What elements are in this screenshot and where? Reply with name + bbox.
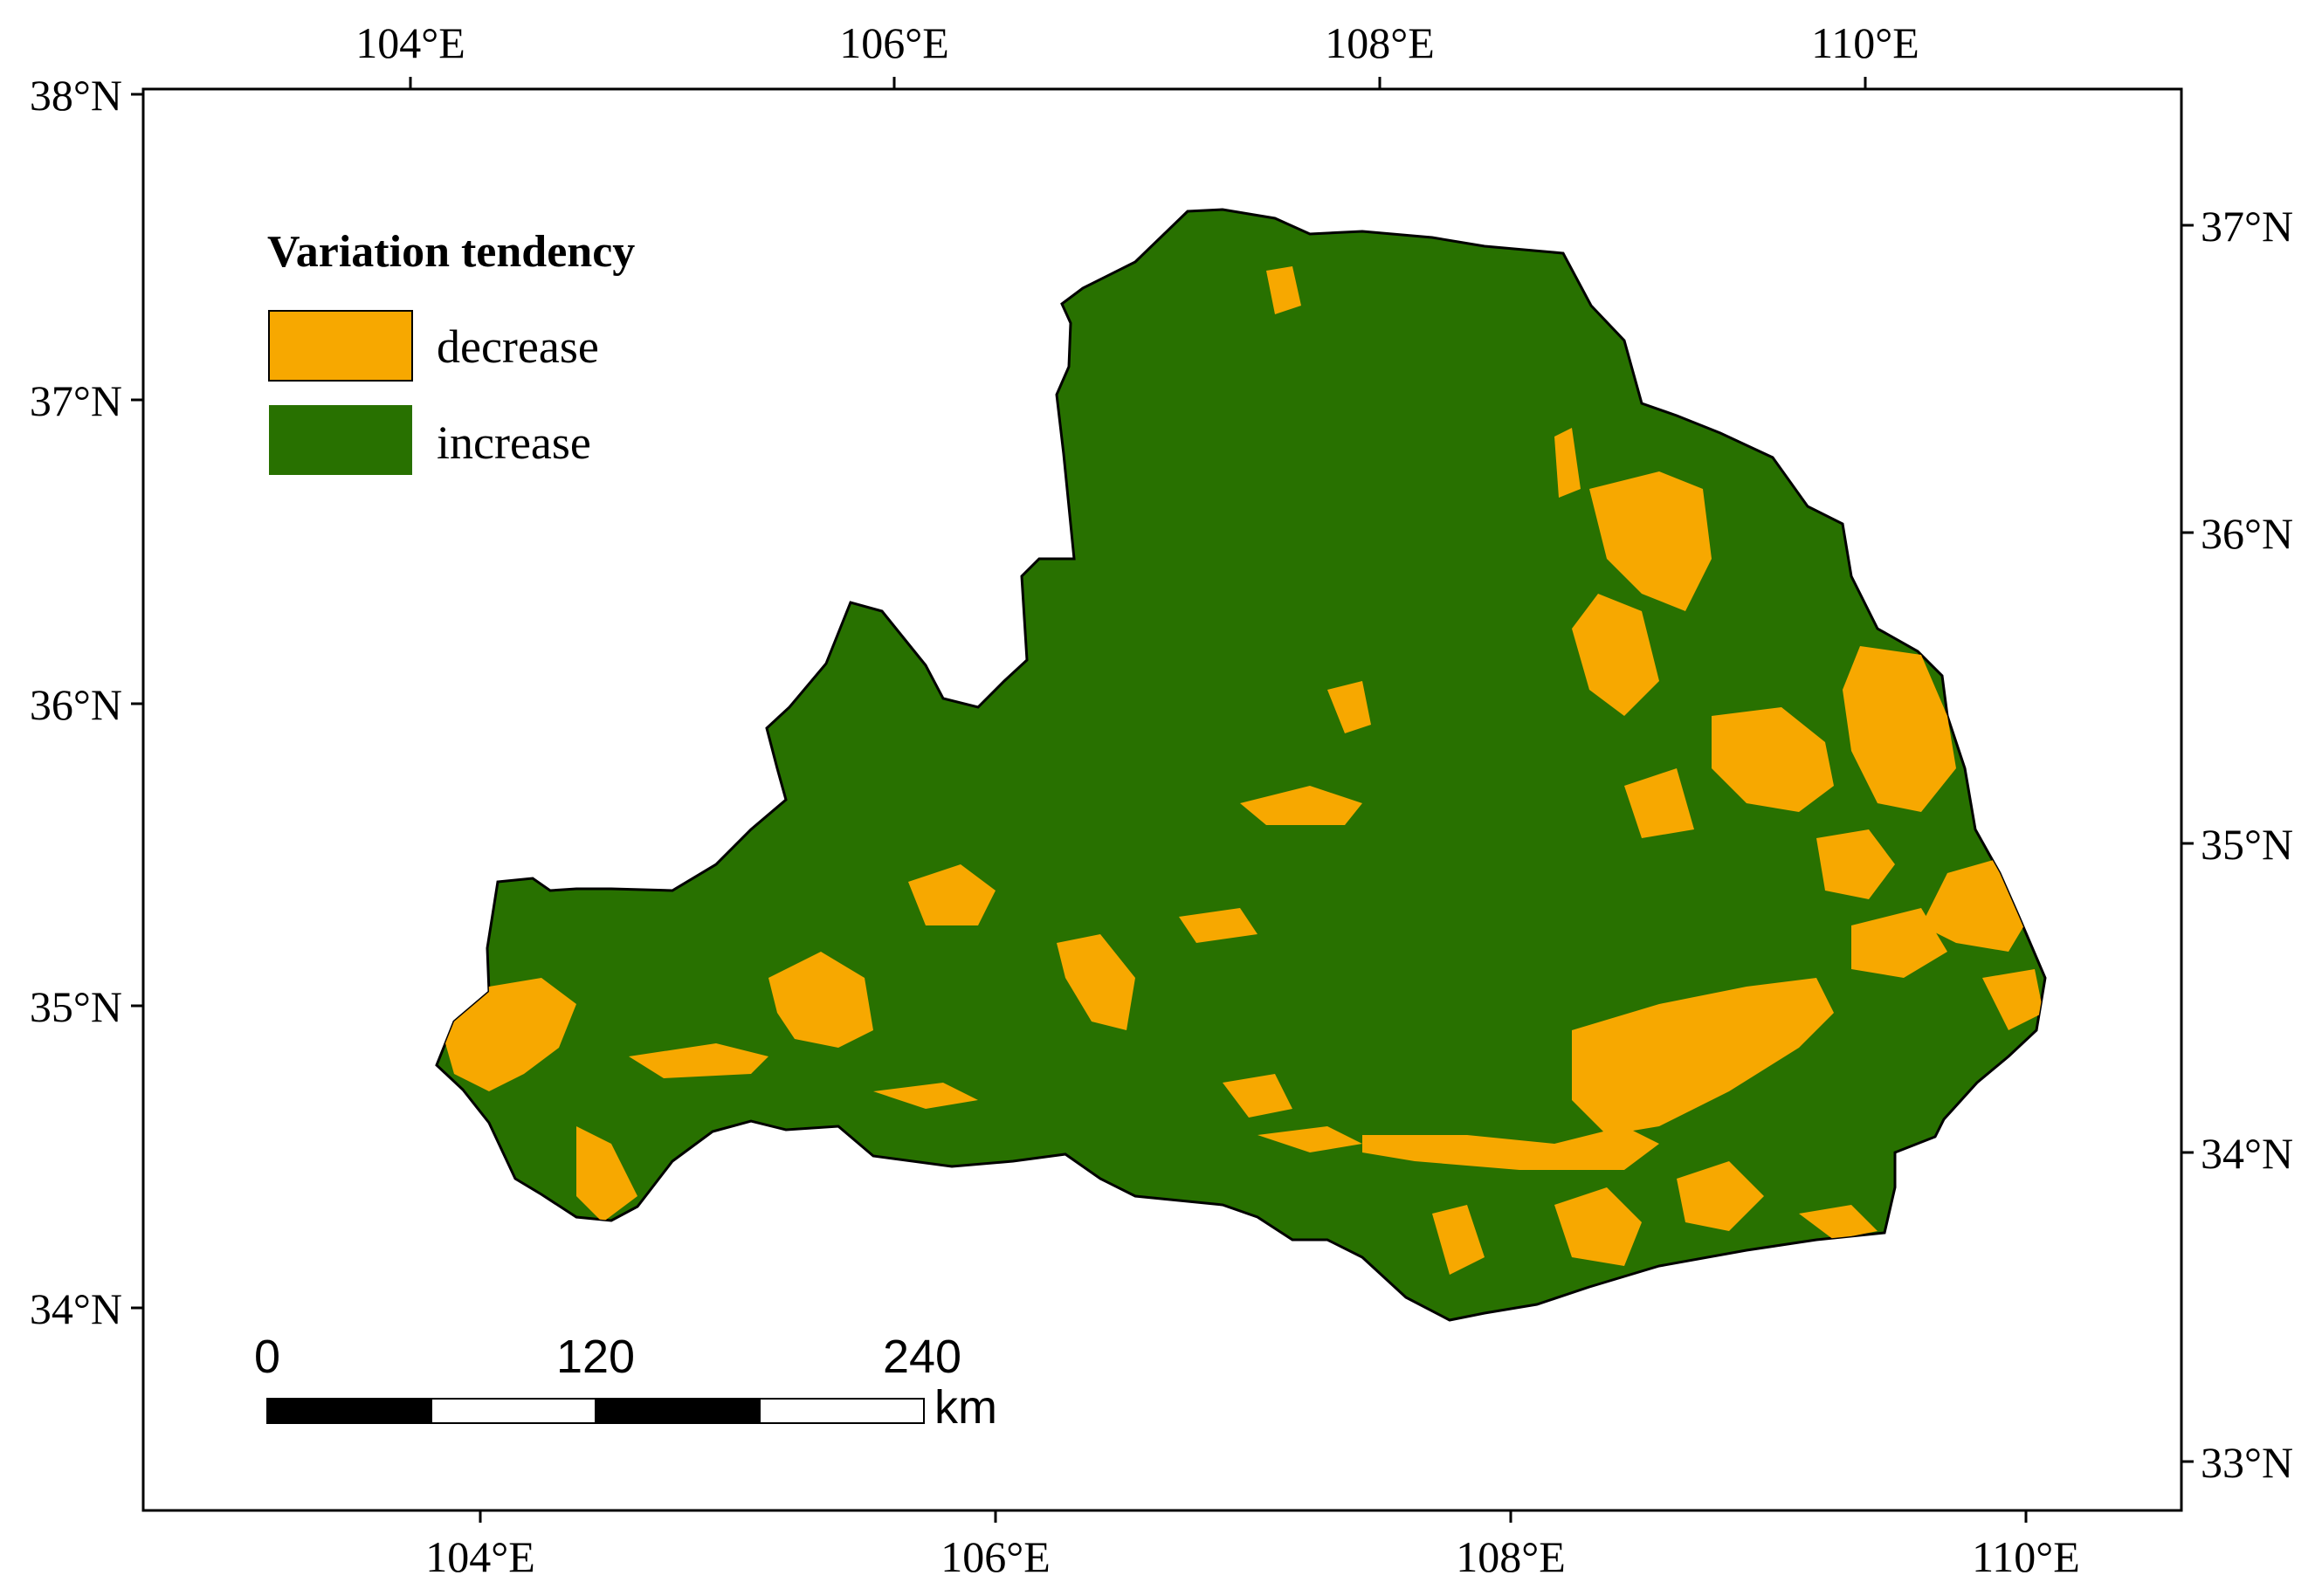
- scale-tick-label: 120: [556, 1331, 635, 1383]
- legend-swatch-decrease: [268, 310, 413, 382]
- top-axis: 104°E 106°E 108°E 110°E: [355, 18, 1919, 89]
- left-axis-label: 35°N: [30, 982, 122, 1031]
- right-axis-label: 33°N: [2201, 1438, 2293, 1487]
- top-axis-label: 108°E: [1325, 18, 1435, 67]
- left-axis: 38°N 37°N 36°N 35°N 34°N: [30, 71, 143, 1333]
- scale-tick-label: 240: [883, 1331, 961, 1383]
- legend: Variation tendency decrease increase: [267, 227, 635, 475]
- right-axis: 37°N 36°N 35°N 34°N 33°N: [2181, 202, 2293, 1487]
- right-axis-label: 37°N: [2201, 202, 2293, 251]
- legend-swatch-increase: [269, 405, 412, 475]
- top-axis-label: 104°E: [355, 18, 465, 67]
- scale-segment: [595, 1398, 761, 1424]
- left-axis-label: 37°N: [30, 376, 122, 425]
- bottom-axis: 104°E 106°E 108°E 110°E: [425, 1510, 2080, 1581]
- right-axis-label: 35°N: [2201, 820, 2293, 869]
- scale-unit: km: [934, 1381, 997, 1434]
- legend-label-increase: increase: [437, 416, 591, 469]
- left-axis-label: 36°N: [30, 680, 122, 729]
- left-axis-label: 34°N: [30, 1284, 122, 1333]
- bottom-axis-label: 104°E: [425, 1532, 535, 1581]
- left-axis-label: 38°N: [30, 71, 122, 120]
- bottom-axis-label: 108°E: [1456, 1532, 1566, 1581]
- scale-segment: [759, 1398, 925, 1424]
- top-axis-label: 110°E: [1811, 18, 1919, 67]
- bottom-axis-label: 106°E: [941, 1532, 1051, 1581]
- right-axis-label: 34°N: [2201, 1129, 2293, 1178]
- scale-tick-label: 0: [254, 1331, 280, 1383]
- bottom-axis-label: 110°E: [1972, 1532, 2080, 1581]
- legend-title: Variation tendency: [267, 227, 635, 277]
- top-axis-label: 106°E: [839, 18, 949, 67]
- right-axis-label: 36°N: [2201, 509, 2293, 558]
- scale-bar: 0 120 240 km: [254, 1331, 997, 1434]
- scale-segment: [431, 1398, 596, 1424]
- legend-label-decrease: decrease: [437, 320, 599, 373]
- scale-segment: [266, 1398, 432, 1424]
